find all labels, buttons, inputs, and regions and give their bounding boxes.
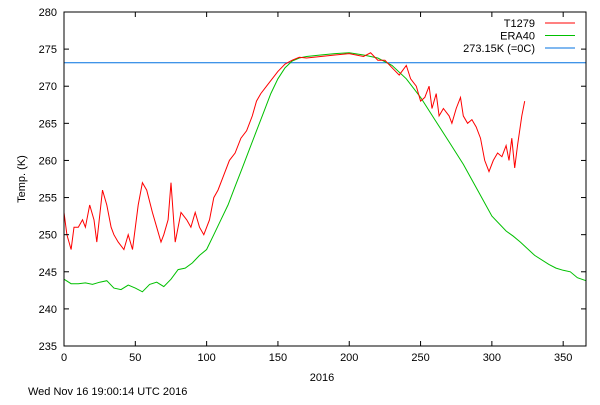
legend-label: 273.15K (=0C) bbox=[463, 43, 535, 55]
y-tick-label: 260 bbox=[39, 155, 57, 167]
x-tick-label: 0 bbox=[61, 352, 67, 364]
series-line-1 bbox=[63, 52, 587, 293]
plot-frame bbox=[63, 11, 587, 347]
series-layer bbox=[63, 52, 587, 293]
timestamp-footer: Wed Nov 16 19:00:14 UTC 2016 bbox=[28, 386, 187, 398]
x-tick-label: 100 bbox=[197, 352, 215, 364]
y-tick-label: 235 bbox=[39, 341, 57, 353]
x-tick-label: 250 bbox=[411, 352, 429, 364]
x-axis-label: 2016 bbox=[310, 372, 334, 384]
series-line-0 bbox=[63, 52, 526, 251]
y-tick-label: 275 bbox=[39, 44, 57, 56]
y-axis-label: Temp. (K) bbox=[16, 155, 28, 203]
y-tick-label: 280 bbox=[39, 7, 57, 19]
y-tick-label: 250 bbox=[39, 230, 57, 242]
x-tick-label: 150 bbox=[269, 352, 287, 364]
y-tick-label: 245 bbox=[39, 267, 57, 279]
x-tick-label: 50 bbox=[129, 352, 141, 364]
y-tick-label: 240 bbox=[39, 304, 57, 316]
ticks: 0 50 100 150 200 250 300 350 235 240 245 250 255 260 2… bbox=[39, 7, 586, 364]
y-tick-label: 270 bbox=[39, 81, 57, 93]
y-tick-label: 265 bbox=[39, 118, 57, 130]
x-tick-label: 350 bbox=[554, 352, 572, 364]
legend-label: ERA40 bbox=[500, 31, 535, 43]
x-tick-label: 300 bbox=[483, 352, 501, 364]
x-tick-label: 200 bbox=[340, 352, 358, 364]
y-tick-label: 255 bbox=[39, 193, 57, 205]
legend-label: T1279 bbox=[504, 18, 535, 30]
